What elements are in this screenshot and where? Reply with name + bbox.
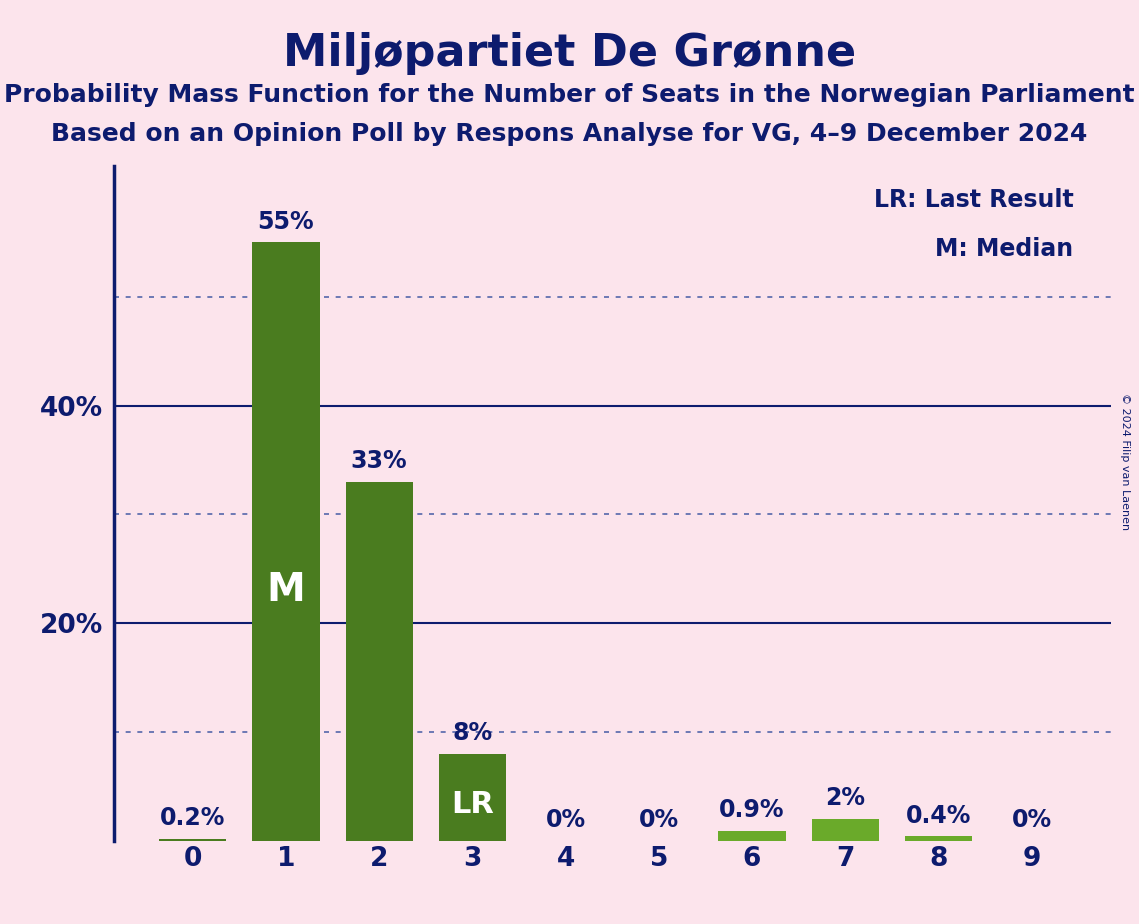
Text: 2%: 2% xyxy=(826,786,866,810)
Text: M: Median: M: Median xyxy=(935,237,1074,261)
Bar xyxy=(812,819,879,841)
Bar xyxy=(904,836,972,841)
Bar xyxy=(719,831,786,841)
Text: 8%: 8% xyxy=(452,721,492,745)
Text: 0.2%: 0.2% xyxy=(161,806,226,830)
Text: 0%: 0% xyxy=(546,808,585,833)
Text: LR: LR xyxy=(451,790,494,819)
Text: LR: Last Result: LR: Last Result xyxy=(874,188,1074,213)
Bar xyxy=(159,839,227,841)
Text: 33%: 33% xyxy=(351,449,408,473)
Text: 0.4%: 0.4% xyxy=(906,804,972,828)
Text: Probability Mass Function for the Number of Seats in the Norwegian Parliament: Probability Mass Function for the Number… xyxy=(5,83,1134,107)
Bar xyxy=(345,481,412,841)
Bar xyxy=(253,242,320,841)
Text: 0.9%: 0.9% xyxy=(720,798,785,822)
Text: 0%: 0% xyxy=(639,808,679,833)
Text: M: M xyxy=(267,570,305,609)
Text: 55%: 55% xyxy=(257,210,314,234)
Text: Miljøpartiet De Grønne: Miljøpartiet De Grønne xyxy=(282,32,857,76)
Bar xyxy=(439,754,506,841)
Text: Based on an Opinion Poll by Respons Analyse for VG, 4–9 December 2024: Based on an Opinion Poll by Respons Anal… xyxy=(51,122,1088,146)
Text: 0%: 0% xyxy=(1011,808,1051,833)
Text: © 2024 Filip van Laenen: © 2024 Filip van Laenen xyxy=(1121,394,1130,530)
